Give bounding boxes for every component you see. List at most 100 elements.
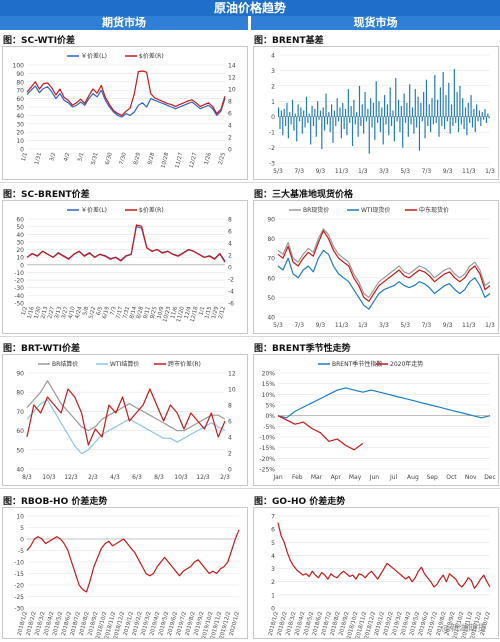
y-tick-label: 90: [16, 71, 24, 78]
x-tick-label: 11/3: [335, 322, 349, 329]
legend-label: 2020年走势: [390, 360, 423, 368]
bar: [430, 116, 432, 133]
bar: [347, 88, 349, 117]
x-tick-label: 2/13: [40, 305, 49, 319]
legend-label: BR现货价: [303, 206, 329, 214]
x-tick-label: 11/20: [176, 305, 186, 322]
bar: [439, 87, 441, 117]
bar: [343, 116, 345, 130]
bar: [395, 78, 397, 117]
bar: [474, 116, 476, 133]
y-right-tick-label: 6: [228, 419, 232, 426]
x-tick-label: 5/31: [91, 152, 100, 165]
series-line: [277, 228, 491, 299]
legend-label: $价差(R): [139, 52, 164, 60]
y-tick-label: -2: [269, 145, 275, 152]
bar: [286, 102, 288, 117]
watermark: @新湖期货: [440, 624, 486, 634]
bar: [437, 99, 439, 117]
y-tick-label: -1: [269, 130, 275, 137]
y-tick-label: 20: [16, 130, 24, 137]
x-tick-label: Mar: [311, 474, 323, 481]
y-tick-label: 70: [267, 256, 275, 263]
y-right-tick-label: 14: [228, 63, 236, 70]
x-tick-label: 7/3: [110, 305, 118, 316]
bar: [407, 116, 409, 137]
x-tick-label: 1/16: [27, 305, 36, 319]
bar: [324, 116, 326, 131]
sc-brent-spread-chart: -50-40-30-20-100102030405060-6-4-2024681…: [14, 206, 234, 323]
series-line: [277, 249, 491, 310]
bar: [361, 104, 363, 117]
y-right-tick-label: 4: [228, 435, 232, 442]
bar: [378, 101, 380, 117]
rbob-ho-spread-chart: -30-25-20-15-10-505102018/1/22018/2/2201…: [14, 514, 241, 640]
x-tick-label: 12/3: [64, 474, 78, 481]
bar: [284, 116, 287, 126]
bar: [467, 102, 469, 117]
brent-basis-chart: -3 -2 -1 0 1 2 3 4 5/3 7/3 9/3 11/3 1/3 3/3 5/3 7/3 9/3 1…: [269, 53, 495, 176]
x-tick-label: 2/27: [47, 305, 56, 319]
bar: [328, 112, 330, 117]
bar: [319, 110, 322, 117]
x-tick-label: 9/3: [443, 168, 453, 175]
bar: [349, 116, 351, 123]
bar: [357, 116, 359, 137]
y-tick-label: -20: [14, 583, 24, 590]
bar: [487, 113, 489, 117]
bar: [393, 116, 395, 142]
y-tick-label: 60: [16, 428, 24, 435]
bar: [445, 95, 447, 117]
bar: [354, 116, 356, 125]
y-tick-label: 50: [267, 295, 275, 302]
x-tick-label: 8/29: [133, 151, 142, 165]
bar: [282, 116, 284, 136]
x-tick-label: 10/3: [42, 474, 56, 481]
bar: [443, 116, 446, 130]
y-tick-label: 0: [271, 114, 275, 121]
y-tick-label: 3: [271, 566, 275, 573]
x-tick-label: 12/18: [190, 305, 200, 322]
y-right-tick-label: 2: [228, 135, 232, 142]
bar: [356, 112, 358, 117]
bar: [402, 116, 404, 148]
x-tick-label: 7/31: [122, 306, 131, 319]
x-tick-label: Dec: [484, 474, 496, 481]
x-tick-label: 5/8: [82, 305, 90, 316]
y-tick-label: 60: [16, 217, 24, 224]
bar: [427, 116, 429, 126]
x-tick-label: 10/23: [162, 305, 172, 322]
x-tick-label: 2/3: [220, 474, 230, 481]
y-tick-label: 30: [16, 121, 24, 128]
bar: [278, 107, 280, 117]
chart-frame: -30 -25 -20 -15 -10 -5 0 5 10 2018/1/2 2018/2/2 201…: [2, 507, 248, 640]
x-tick-label: 3/3: [379, 168, 389, 175]
bar: [438, 116, 440, 137]
x-tick-label: 4/10: [68, 305, 77, 319]
x-tick-label: 6/30: [105, 151, 114, 165]
x-tick-label: 11/3: [462, 322, 476, 329]
x-tick-label: 8/14: [129, 305, 138, 319]
y-tick-label: 80: [267, 236, 275, 243]
bar: [360, 116, 362, 126]
bar: [307, 116, 309, 123]
y-tick-label: 10: [16, 514, 24, 521]
y-tick-label: 5: [271, 540, 275, 547]
bar: [300, 107, 302, 117]
y-right-tick-label: 0: [228, 147, 232, 154]
y-tick-label: -5: [18, 548, 24, 555]
bar: [442, 71, 444, 117]
x-tick-label: 9/11: [143, 306, 152, 319]
x-tick-label: 1/3: [485, 322, 495, 329]
series-line: [277, 387, 491, 419]
bar: [312, 116, 315, 126]
y-tick-label: 50: [16, 447, 24, 454]
x-tick-label: 5/3: [400, 168, 410, 175]
y-tick-label: 30: [16, 239, 24, 246]
bar: [283, 109, 285, 117]
bar: [459, 85, 461, 117]
spot-section-header: 现货市场: [251, 16, 500, 30]
bar: [379, 116, 382, 133]
y-tick-label: 70: [16, 88, 24, 95]
bar: [365, 116, 368, 122]
